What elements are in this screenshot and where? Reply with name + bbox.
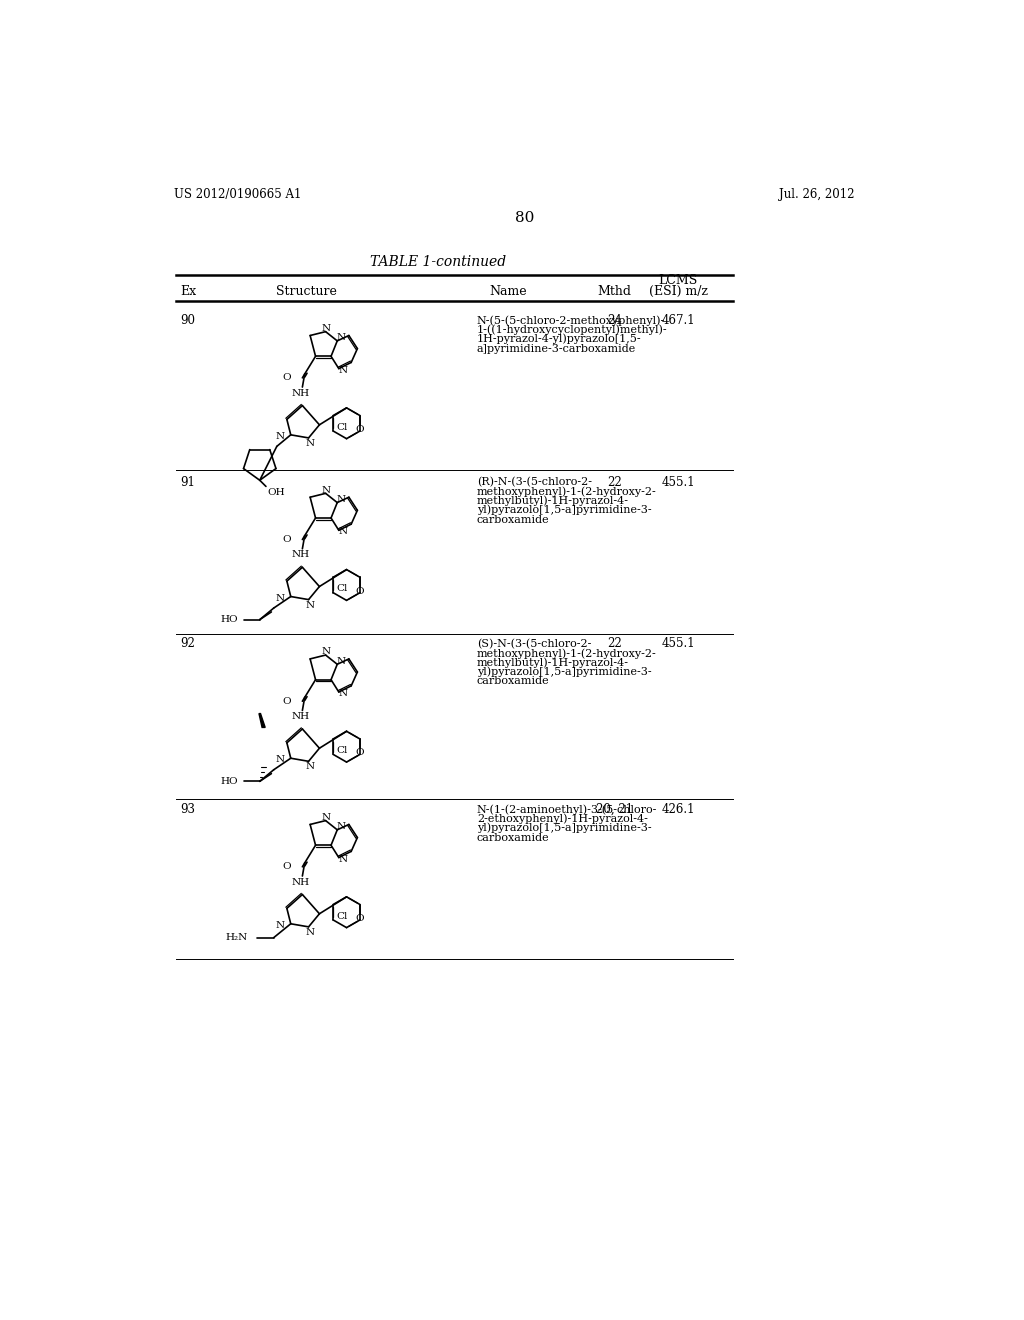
Text: 467.1: 467.1 (662, 314, 695, 327)
Text: N-(1-(2-aminoethyl)-3-(5-chloro-: N-(1-(2-aminoethyl)-3-(5-chloro- (477, 804, 657, 814)
Text: O: O (355, 425, 365, 434)
Text: N: N (338, 528, 347, 536)
Text: Name: Name (488, 285, 526, 298)
Text: O: O (355, 748, 365, 758)
Text: O: O (355, 586, 365, 595)
Text: 90: 90 (180, 314, 196, 327)
Text: Cl: Cl (336, 746, 347, 755)
Polygon shape (259, 714, 265, 727)
Text: TABLE 1-continued: TABLE 1-continued (370, 255, 506, 269)
Text: O: O (283, 697, 291, 706)
Text: N: N (322, 648, 330, 656)
Text: methylbutyl)-1H-pyrazol-4-: methylbutyl)-1H-pyrazol-4- (477, 495, 629, 506)
Text: carboxamide: carboxamide (477, 515, 549, 524)
Text: O: O (283, 535, 291, 544)
Text: OH: OH (267, 488, 285, 498)
Text: 426.1: 426.1 (662, 803, 695, 816)
Text: N: N (322, 325, 330, 333)
Text: 91: 91 (180, 475, 196, 488)
Text: N: N (275, 755, 285, 764)
Text: carboxamide: carboxamide (477, 833, 549, 842)
Text: LCMS: LCMS (658, 275, 698, 286)
Text: Jul. 26, 2012: Jul. 26, 2012 (779, 189, 854, 202)
Text: Cl: Cl (336, 422, 347, 432)
Text: HO: HO (220, 615, 238, 624)
Text: N: N (338, 366, 347, 375)
Text: 80: 80 (515, 211, 535, 224)
Text: methylbutyl)-1H-pyrazol-4-: methylbutyl)-1H-pyrazol-4- (477, 657, 629, 668)
Text: (ESI) m/z: (ESI) m/z (649, 285, 708, 298)
Text: 2-ethoxyphenyl)-1H-pyrazol-4-: 2-ethoxyphenyl)-1H-pyrazol-4- (477, 813, 647, 824)
Text: N: N (275, 594, 285, 602)
Text: N: N (275, 921, 285, 929)
Text: (S)-N-(3-(5-chloro-2-: (S)-N-(3-(5-chloro-2- (477, 639, 591, 649)
Text: O: O (283, 862, 291, 871)
Text: 22: 22 (607, 475, 622, 488)
Text: yl)pyrazolo[1,5-a]pyrimidine-3-: yl)pyrazolo[1,5-a]pyrimidine-3- (477, 667, 651, 677)
Text: 1-((1-hydroxycyclopentyl)methyl)-: 1-((1-hydroxycyclopentyl)methyl)- (477, 325, 668, 335)
Text: Structure: Structure (275, 285, 337, 298)
Text: methoxyphenyl)-1-(2-hydroxy-2-: methoxyphenyl)-1-(2-hydroxy-2- (477, 648, 656, 659)
Text: NH: NH (292, 389, 310, 397)
Text: N: N (338, 689, 347, 698)
Text: NH: NH (292, 878, 310, 887)
Text: 1H-pyrazol-4-yl)pyrazolo[1,5-: 1H-pyrazol-4-yl)pyrazolo[1,5- (477, 334, 641, 345)
Text: N: N (337, 822, 346, 832)
Text: N-(5-(5-chloro-2-methoxyphenyl)-: N-(5-(5-chloro-2-methoxyphenyl)- (477, 315, 665, 326)
Text: N: N (338, 854, 347, 863)
Text: O: O (283, 374, 291, 383)
Text: N: N (322, 486, 330, 495)
Text: Mthd: Mthd (598, 285, 632, 298)
Text: N: N (337, 495, 346, 504)
Text: Cl: Cl (336, 585, 347, 593)
Text: 24: 24 (607, 314, 623, 327)
Text: N: N (322, 813, 330, 822)
Text: N: N (305, 601, 314, 610)
Text: NH: NH (292, 713, 310, 721)
Text: 455.1: 455.1 (662, 638, 695, 651)
Text: N: N (337, 657, 346, 665)
Text: O: O (355, 913, 365, 923)
Text: N: N (337, 334, 346, 342)
Text: a]pyrimidine-3-carboxamide: a]pyrimidine-3-carboxamide (477, 343, 636, 354)
Text: (R)-N-(3-(5-chloro-2-: (R)-N-(3-(5-chloro-2- (477, 478, 592, 487)
Text: yl)pyrazolo[1,5-a]pyrimidine-3-: yl)pyrazolo[1,5-a]pyrimidine-3- (477, 504, 651, 515)
Text: N: N (275, 432, 285, 441)
Text: US 2012/0190665 A1: US 2012/0190665 A1 (174, 189, 302, 202)
Text: carboxamide: carboxamide (477, 676, 549, 686)
Text: 455.1: 455.1 (662, 475, 695, 488)
Text: 93: 93 (180, 803, 196, 816)
Text: yl)pyrazolo[1,5-a]pyrimidine-3-: yl)pyrazolo[1,5-a]pyrimidine-3- (477, 822, 651, 833)
Text: NH: NH (292, 550, 310, 560)
Text: N: N (305, 928, 314, 937)
Text: H₂N: H₂N (225, 933, 248, 942)
Text: N: N (305, 762, 314, 771)
Text: 20, 21: 20, 21 (596, 803, 633, 816)
Text: Cl: Cl (336, 912, 347, 920)
Text: Ex: Ex (180, 285, 197, 298)
Text: 92: 92 (180, 638, 196, 651)
Text: methoxyphenyl)-1-(2-hydroxy-2-: methoxyphenyl)-1-(2-hydroxy-2- (477, 486, 656, 496)
Text: 22: 22 (607, 638, 622, 651)
Text: HO: HO (220, 777, 238, 785)
Text: N: N (305, 438, 314, 447)
